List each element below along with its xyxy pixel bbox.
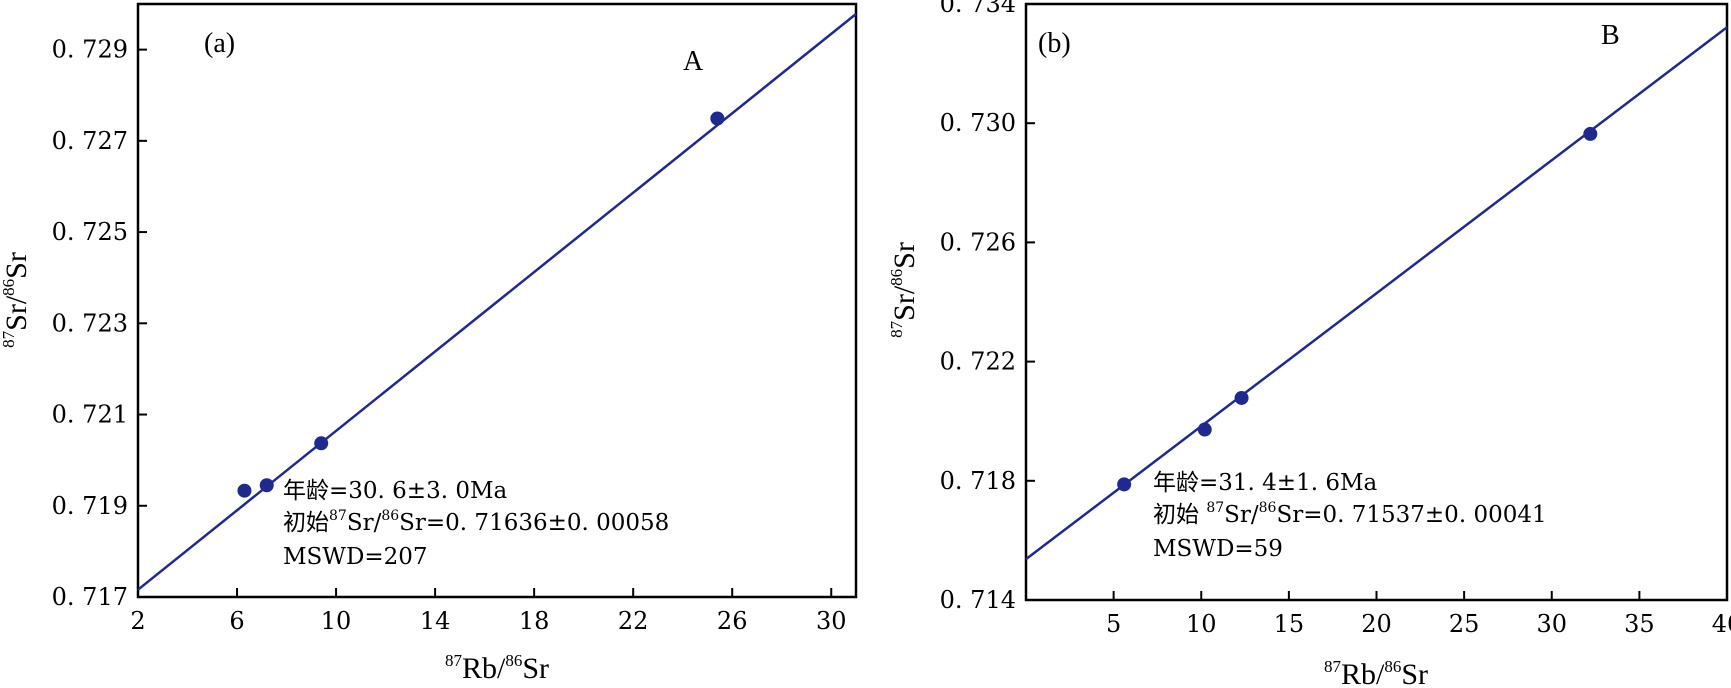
x-tick-label: 26 [717, 607, 748, 635]
y-tick-label: 0. 721 [52, 401, 128, 429]
isochron-regression-line [137, 13, 857, 591]
axis-ticks: 5 10 15 20 25 30 35 40 0. 714 0. 718 0. 722 0. 726 0… [940, 0, 1731, 638]
x-axis-title: 87Rb/86Sr [1324, 657, 1428, 688]
y-axis-title: 87Sr/86Sr [887, 242, 921, 338]
x-title-sup-86: 86 [505, 651, 522, 670]
initial-mid: Sr/ [1224, 502, 1259, 528]
x-tick-label: 14 [420, 607, 451, 635]
y-tick-label: 0. 717 [52, 583, 128, 611]
y-tick-label: 0. 722 [940, 348, 1016, 376]
x-axis-title: 87Rb/86Sr [445, 651, 549, 685]
data-point [1234, 390, 1249, 405]
x-title-base-1: Rb/ [1341, 658, 1385, 688]
x-tick-label: 30 [816, 607, 847, 635]
x-tick-label: 20 [1361, 610, 1392, 638]
y-tick-label: 0. 725 [52, 218, 128, 246]
initial-sup-86: 86 [381, 508, 399, 524]
initial-sup-86: 86 [1259, 500, 1277, 516]
plot-marks [137, 13, 857, 591]
x-title-sup-87: 87 [1324, 657, 1342, 676]
x-tick-label: 40 [1712, 610, 1731, 638]
y-tick-label: 0. 734 [940, 0, 1016, 18]
x-title-base-2: Sr [522, 652, 549, 685]
isochron-regression-line [1025, 26, 1728, 561]
data-point [314, 436, 329, 451]
panel-label: (a) [204, 28, 235, 59]
y-title-sup-87: 87 [0, 330, 18, 348]
age-annotation: 年龄=31. 4±1. 6Ma [1153, 470, 1378, 496]
sample-label: B [1601, 20, 1620, 51]
y-title-base-1: Sr/ [0, 295, 33, 331]
y-axis-title: 87Sr/86Sr [0, 252, 33, 348]
x-tick-label: 35 [1624, 610, 1655, 638]
y-title-base-2: Sr [0, 252, 33, 279]
y-tick-label: 0. 726 [940, 228, 1016, 256]
initial-ratio-annotation: 初始 87Sr/86Sr=0. 71537±0. 00041 [1153, 500, 1547, 528]
initial-prefix: 初始 [283, 510, 329, 536]
initial-prefix: 初始 [1153, 502, 1206, 528]
initial-sup-87: 87 [1206, 500, 1224, 516]
x-title-base-1: Rb/ [462, 652, 506, 685]
age-annotation: 年龄=30. 6±3. 0Ma [283, 478, 508, 504]
x-tick-label: 18 [519, 607, 550, 635]
mswd-annotation: MSWD=59 [1153, 536, 1283, 562]
initial-value: Sr=0. 71537±0. 00041 [1276, 502, 1546, 528]
x-title-sup-87: 87 [445, 651, 463, 670]
y-tick-label: 0. 718 [940, 467, 1016, 495]
data-point [1197, 422, 1212, 437]
x-tick-label: 10 [321, 607, 352, 635]
plot-marks [1025, 26, 1728, 561]
panel-label: (b) [1038, 28, 1071, 59]
data-point [710, 111, 725, 126]
y-tick-label: 0. 719 [52, 492, 128, 520]
x-tick-label: 10 [1186, 610, 1217, 638]
initial-value: Sr=0. 71636±0. 00058 [399, 510, 669, 536]
y-tick-label: 0. 714 [940, 586, 1016, 614]
x-tick-label: 22 [618, 607, 649, 635]
y-title-base-2: Sr [888, 242, 921, 269]
y-title-sup-86: 86 [887, 269, 906, 286]
x-tick-label: 5 [1106, 610, 1121, 638]
mswd-annotation: MSWD=207 [283, 544, 428, 570]
x-title-sup-86: 86 [1384, 657, 1401, 676]
y-tick-label: 0. 727 [52, 127, 128, 155]
y-tick-label: 0. 729 [52, 36, 128, 64]
isochron-panel-b: 5 10 15 20 25 30 35 40 0. 714 0. 718 0. 722 0. 726 0… [887, 0, 1731, 688]
x-tick-label: 30 [1536, 610, 1567, 638]
y-title-sup-87: 87 [887, 320, 906, 338]
initial-sup-87: 87 [329, 508, 347, 524]
plot-frame [136, 2, 858, 599]
data-point [237, 483, 252, 498]
data-point [1117, 477, 1132, 492]
x-title-base-2: Sr [1401, 658, 1428, 688]
initial-mid: Sr/ [347, 510, 382, 536]
data-point [259, 478, 274, 493]
y-tick-label: 0. 723 [52, 309, 128, 337]
sample-label: A [683, 46, 704, 77]
y-title-base-1: Sr/ [888, 285, 921, 321]
x-tick-label: 2 [130, 607, 145, 635]
x-tick-label: 6 [229, 607, 244, 635]
y-tick-label: 0. 730 [940, 109, 1016, 137]
data-point [1583, 126, 1598, 141]
y-title-sup-86: 86 [0, 279, 18, 296]
x-tick-label: 15 [1274, 610, 1305, 638]
x-tick-label: 25 [1449, 610, 1480, 638]
initial-ratio-annotation: 初始87Sr/86Sr=0. 71636±0. 00058 [283, 508, 669, 536]
